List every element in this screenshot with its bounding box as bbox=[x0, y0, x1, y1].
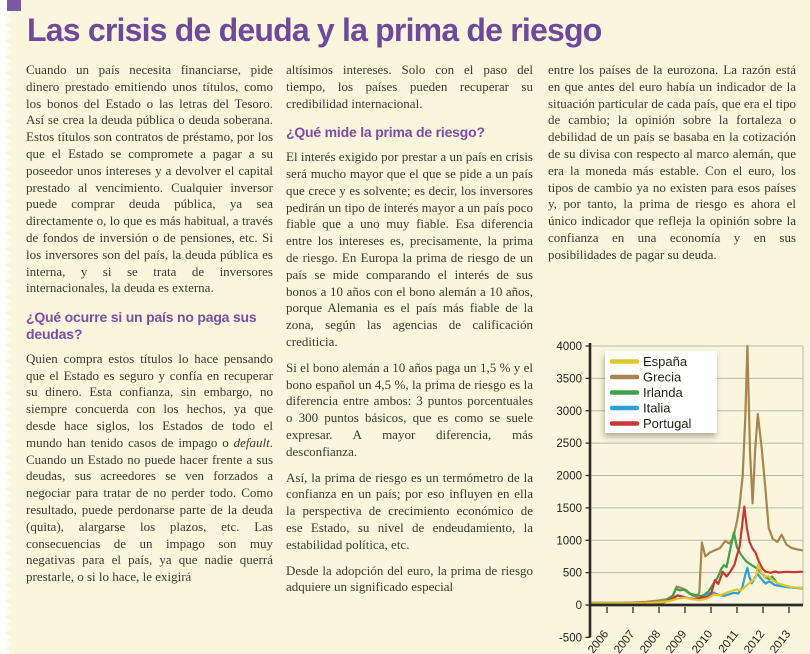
series-line-españa bbox=[588, 563, 804, 605]
torn-paper-edge bbox=[0, 0, 15, 654]
y-tick-label: -500 bbox=[559, 632, 582, 644]
x-tick-label: 2010 bbox=[690, 628, 715, 654]
series-line-portugal bbox=[588, 505, 804, 605]
legend-label-irlanda: Irlanda bbox=[643, 385, 684, 400]
section-heading: ¿Qué mide la prima de riesgo? bbox=[286, 124, 485, 141]
x-tick-label: 2008 bbox=[638, 628, 663, 654]
y-tick-label: 3500 bbox=[556, 373, 582, 385]
y-tick-label: 1000 bbox=[556, 535, 582, 547]
page-title: Las crisis de deuda y la prima de riesgo bbox=[27, 12, 602, 48]
y-tick-label: 0 bbox=[576, 600, 582, 612]
paragraph: El interés exigido por prestar a un país… bbox=[286, 149, 533, 349]
y-tick-label: 3000 bbox=[556, 406, 582, 418]
y-tick-label: 4000 bbox=[556, 341, 582, 353]
text-column-3: entre los países de la eurozona. La razó… bbox=[548, 62, 796, 273]
chart-svg: -500050010001500200025003000350040002006… bbox=[556, 341, 804, 654]
section-heading: ¿Qué ocurre si un país no paga sus deuda… bbox=[26, 309, 257, 342]
paragraph: Cuando un país necesita financiarse, pid… bbox=[26, 62, 273, 296]
paragraph: Si el bono alemán a 10 años paga un 1,5 … bbox=[286, 359, 533, 459]
x-tick-label: 2012 bbox=[742, 628, 767, 654]
text-column-1: Cuando un país necesita financiarse, pid… bbox=[26, 62, 273, 595]
paragraph-text: Quien compra estos títulos lo hace pensa… bbox=[26, 350, 273, 450]
paragraph: entre los países de la eurozona. La razó… bbox=[548, 62, 796, 262]
y-tick-label: 500 bbox=[563, 568, 582, 580]
paragraph: Así, la prima de riesgo es un termómetro… bbox=[286, 469, 533, 552]
x-tick-label: 2011 bbox=[717, 628, 742, 654]
text-column-2: altísimos intereses. Solo con el paso de… bbox=[286, 62, 533, 605]
y-tick-label: 1500 bbox=[556, 503, 582, 515]
x-tick-label: 2013 bbox=[768, 628, 793, 654]
legend-label-españa: España bbox=[643, 354, 688, 369]
y-tick-label: 2000 bbox=[556, 471, 582, 483]
paragraph: Quien compra estos títulos lo hace pensa… bbox=[26, 351, 273, 586]
legend-label-italia: Italia bbox=[643, 401, 671, 416]
x-tick-label: 2007 bbox=[612, 628, 637, 654]
italic-term: default bbox=[233, 434, 270, 450]
legend-label-grecia: Grecia bbox=[643, 370, 682, 385]
torn-edge-pattern bbox=[0, 0, 15, 654]
series-line-irlanda bbox=[588, 531, 804, 605]
corner-purple-square bbox=[7, 0, 21, 11]
x-tick-label: 2009 bbox=[664, 628, 689, 654]
paragraph-text: . Cuando un Estado no puede hacer frente… bbox=[26, 434, 273, 585]
y-tick-label: 2500 bbox=[556, 438, 582, 450]
paragraph: Desde la adopción del euro, la prima de … bbox=[286, 562, 533, 595]
risk-premium-chart: -500 0 500 1000 1500 2000 2500 3000 3500 4000 2006… bbox=[545, 336, 809, 654]
legend-label-portugal: Portugal bbox=[643, 416, 692, 431]
paragraph: altísimos intereses. Solo con el paso de… bbox=[286, 62, 533, 111]
